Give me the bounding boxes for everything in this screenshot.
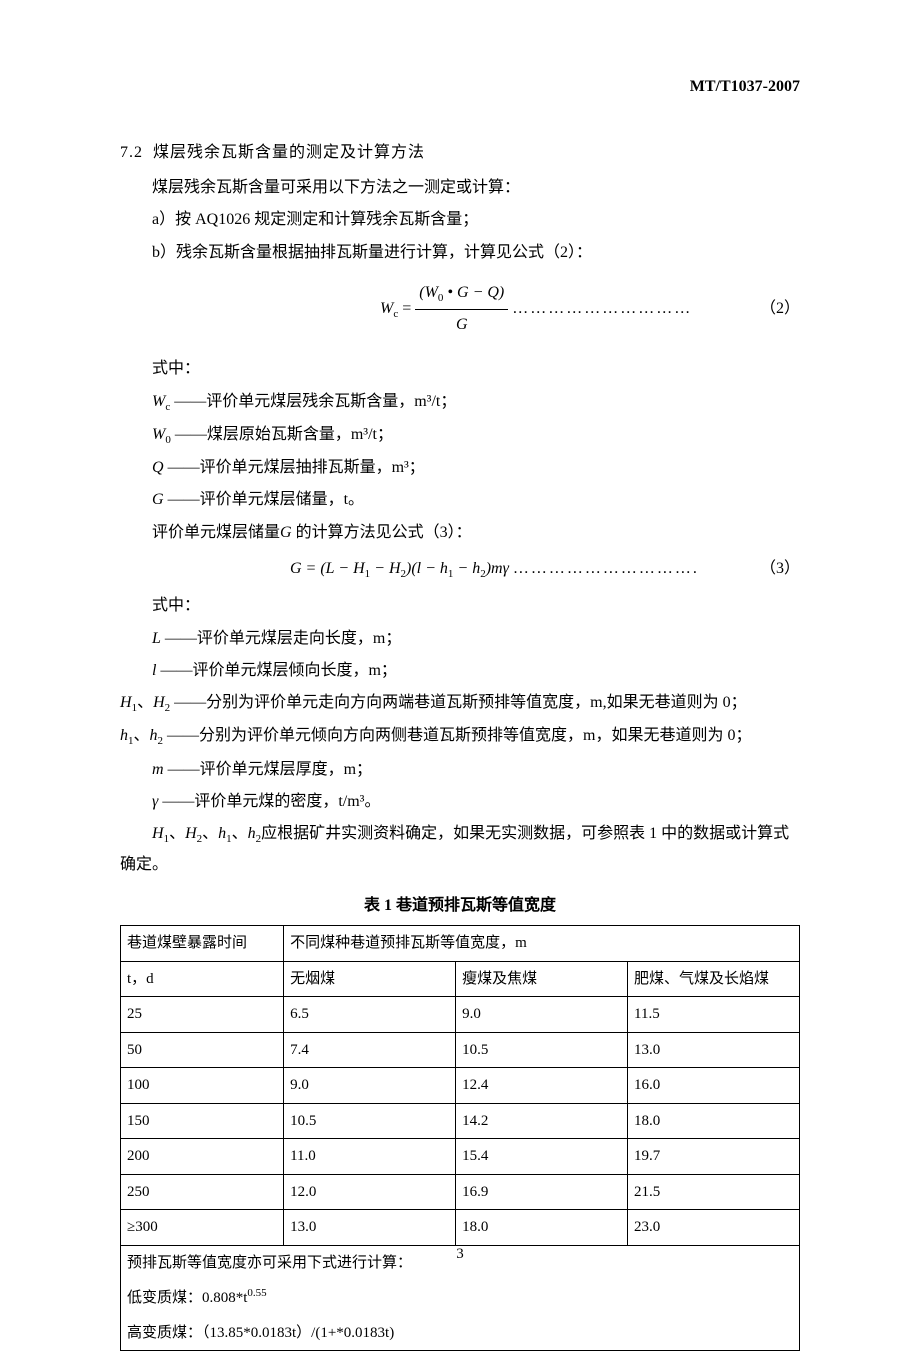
table-cell: 50 [121, 1032, 284, 1068]
page-number: 3 [0, 1240, 920, 1269]
f3-e: )mγ [486, 560, 509, 577]
table-note-3-text: 高变质煤：（13.85*0.0183t）/(1+*0.0183t) [121, 1316, 800, 1351]
table-cell: 12.4 [456, 1068, 628, 1104]
section-number: 7.2 [120, 144, 143, 161]
def-gamma: γ ——评价单元煤的密度，t/m³。 [120, 787, 800, 817]
table-cell: 16.0 [628, 1068, 800, 1104]
def-l: l ——评价单元煤层倾向长度，m； [120, 656, 800, 686]
def-q: Q ——评价单元煤层抽排瓦斯量，m³； [120, 453, 800, 483]
def-q-text: ——评价单元煤层抽排瓦斯量，m³； [168, 459, 425, 476]
f3-num: （3） [756, 554, 800, 584]
def-wc: Wc ——评价单元煤层残余瓦斯含量，m³/t； [120, 387, 800, 418]
def-m: m ——评价单元煤层厚度，m； [120, 755, 800, 785]
g-prefix: 评价单元煤层储量 [152, 524, 280, 541]
table-cell: 11.0 [284, 1139, 456, 1175]
table-cell: 11.5 [628, 997, 800, 1033]
th-time2: t，d [121, 961, 284, 997]
formula-2: Wc = (W0 • G − Q) G ………………………… （2） [120, 278, 800, 340]
table-cell: 9.0 [284, 1068, 456, 1104]
f3-d: − h [453, 560, 480, 577]
g-intro-text: 的计算方法见公式（3）： [296, 524, 472, 541]
table-row: 507.410.513.0 [121, 1032, 800, 1068]
table-row: 25012.016.921.5 [121, 1174, 800, 1210]
th-time: 巷道煤壁暴露时间 [121, 926, 284, 962]
table-cell: 6.5 [284, 997, 456, 1033]
table-row: 1009.012.416.0 [121, 1068, 800, 1104]
f3-b: − H [370, 560, 400, 577]
f2-lhs: W [380, 300, 393, 317]
table-cell: 10.5 [456, 1032, 628, 1068]
table-header-row-1: 巷道煤壁暴露时间 不同煤种巷道预排瓦斯等值宽度，m [121, 926, 800, 962]
table-cell: 14.2 [456, 1103, 628, 1139]
table-cell: 13.0 [628, 1032, 800, 1068]
item-a: a）按 AQ1026 规定测定和计算残余瓦斯含量； [120, 205, 800, 235]
def-w0-text: ——煤层原始瓦斯含量，m³/t； [175, 426, 393, 443]
doc-header: MT/T1037-2007 [120, 72, 800, 102]
f3-dots: …………………………. [509, 554, 756, 584]
table-row: 256.59.011.5 [121, 997, 800, 1033]
def-m-text: ——评价单元煤层厚度，m； [168, 761, 372, 778]
th-group: 不同煤种巷道预排瓦斯等值宽度，m [284, 926, 800, 962]
item-b: b）残余瓦斯含量根据抽排瓦斯量进行计算，计算见公式（2）： [120, 238, 800, 268]
g-intro: 评价单元煤层储量G 的计算方法见公式（3）： [120, 518, 800, 548]
f2-lhs-sub: c [393, 308, 398, 320]
data-table: 巷道煤壁暴露时间 不同煤种巷道预排瓦斯等值宽度，m t，d 无烟煤 瘦煤及焦煤 … [120, 925, 800, 1351]
f2-top-a: (W [419, 284, 438, 301]
table-cell: 9.0 [456, 997, 628, 1033]
note-paragraph: H1、H2、h1、h2应根据矿井实测资料确定，如果无实测数据，可参照表 1 中的… [120, 819, 800, 880]
table-cell: 7.4 [284, 1032, 456, 1068]
table-cell: 15.4 [456, 1139, 628, 1175]
table-cell: 12.0 [284, 1174, 456, 1210]
def-w0: W0 ——煤层原始瓦斯含量，m³/t； [120, 420, 800, 451]
table-note-2-text: 低变质煤：0.808*t [127, 1290, 247, 1306]
def-h12-text: ——分别为评价单元倾向方向两侧巷道瓦斯预排等值宽度，m，如果无巷道则为 0； [167, 727, 751, 744]
def-wc-text: ——评价单元煤层残余瓦斯含量，m³/t； [174, 393, 456, 410]
def-g-text: ——评价单元煤层储量，t。 [168, 491, 364, 508]
table-note-2: 低变质煤：0.808*t0.55 [121, 1280, 800, 1316]
section-heading: 7.2 煤层残余瓦斯含量的测定及计算方法 [120, 138, 800, 168]
th-c2: 瘦煤及焦煤 [456, 961, 628, 997]
def-l-text: ——评价单元煤层倾向长度，m； [160, 662, 396, 679]
def-gamma-text: ——评价单元煤的密度，t/m³。 [162, 793, 380, 810]
table-cell: 250 [121, 1174, 284, 1210]
def-g: G ——评价单元煤层储量，t。 [120, 485, 800, 515]
def-L: L ——评价单元煤层走向长度，m； [120, 624, 800, 654]
table-header-row-2: t，d 无烟煤 瘦煤及焦煤 肥煤、气煤及长焰煤 [121, 961, 800, 997]
table-cell: 200 [121, 1139, 284, 1175]
table-cell: 21.5 [628, 1174, 800, 1210]
table-cell: 18.0 [628, 1103, 800, 1139]
f2-dots: ………………………… [508, 294, 756, 324]
def-L-text: ——评价单元煤层走向长度，m； [165, 630, 401, 647]
f2-top-b: • G − Q) [443, 284, 504, 301]
formula-3: G = (L − H1 − H2)(l − h1 − h2)mγ …………………… [120, 554, 800, 585]
table-note-3: 高变质煤：（13.85*0.0183t）/(1+*0.0183t) [121, 1316, 800, 1351]
where-1: 式中： [120, 354, 800, 384]
table-row: 15010.514.218.0 [121, 1103, 800, 1139]
f3-a: G = (L − H [290, 560, 365, 577]
def-h12: h1、h2 ——分别为评价单元倾向方向两侧巷道瓦斯预排等值宽度，m，如果无巷道则… [120, 721, 800, 752]
table-row: 20011.015.419.7 [121, 1139, 800, 1175]
where-2: 式中： [120, 591, 800, 621]
th-c1: 无烟煤 [284, 961, 456, 997]
f2-bot: G [415, 310, 508, 340]
section-title-text: 煤层残余瓦斯含量的测定及计算方法 [153, 144, 425, 161]
f3-c: )(l − h [406, 560, 448, 577]
table-cell: 16.9 [456, 1174, 628, 1210]
table-cell: 10.5 [284, 1103, 456, 1139]
def-H12: H1、H2 ——分别为评价单元走向方向两端巷道瓦斯预排等值宽度，m,如果无巷道则… [120, 688, 800, 719]
intro-paragraph: 煤层残余瓦斯含量可采用以下方法之一测定或计算： [120, 173, 800, 203]
table-cell: 25 [121, 997, 284, 1033]
table-note-2-sup: 0.55 [247, 1287, 266, 1299]
table-cell: 19.7 [628, 1139, 800, 1175]
f2-num: （2） [756, 294, 800, 324]
th-c3: 肥煤、气煤及长焰煤 [628, 961, 800, 997]
table-cell: 100 [121, 1068, 284, 1104]
def-H12-text: ——分别为评价单元走向方向两端巷道瓦斯预排等值宽度，m,如果无巷道则为 0； [174, 694, 746, 711]
table-title: 表 1 巷道预排瓦斯等值宽度 [120, 891, 800, 921]
table-cell: 150 [121, 1103, 284, 1139]
